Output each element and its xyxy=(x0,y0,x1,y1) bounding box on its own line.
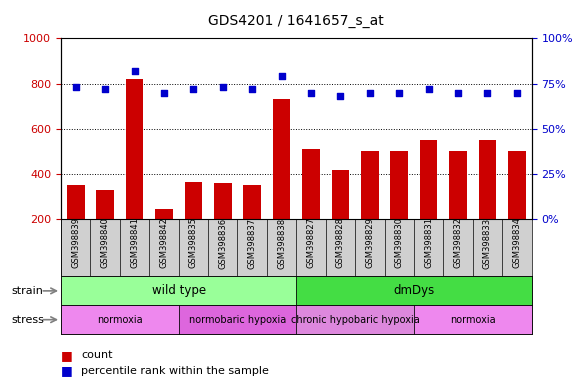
Bar xyxy=(296,276,532,305)
Bar xyxy=(361,151,379,219)
Point xyxy=(277,73,286,79)
Point xyxy=(71,84,80,90)
Bar xyxy=(155,209,173,219)
Text: chronic hypobaric hypoxia: chronic hypobaric hypoxia xyxy=(290,314,419,325)
Bar xyxy=(61,276,296,305)
Bar xyxy=(479,140,496,219)
Text: dmDys: dmDys xyxy=(393,285,435,297)
Point xyxy=(453,89,462,96)
Point xyxy=(306,89,315,96)
Point xyxy=(365,89,375,96)
Point xyxy=(394,89,404,96)
Bar xyxy=(332,170,349,219)
Bar xyxy=(414,305,532,334)
Bar xyxy=(61,305,179,334)
Text: ■: ■ xyxy=(61,364,73,377)
Text: strain: strain xyxy=(12,286,44,296)
Bar xyxy=(296,305,414,334)
Bar xyxy=(420,140,437,219)
Text: ■: ■ xyxy=(61,349,73,362)
Text: GDS4201 / 1641657_s_at: GDS4201 / 1641657_s_at xyxy=(209,14,384,28)
Text: wild type: wild type xyxy=(152,285,206,297)
Point xyxy=(189,86,198,92)
Text: stress: stress xyxy=(12,314,45,325)
Bar xyxy=(214,183,232,219)
Bar xyxy=(302,149,320,219)
Text: percentile rank within the sample: percentile rank within the sample xyxy=(81,366,269,376)
Bar xyxy=(449,151,467,219)
Text: normobaric hypoxia: normobaric hypoxia xyxy=(189,314,286,325)
Point xyxy=(512,89,522,96)
Point xyxy=(130,68,139,74)
Text: normoxia: normoxia xyxy=(450,314,496,325)
Text: normoxia: normoxia xyxy=(97,314,143,325)
Point xyxy=(483,89,492,96)
Text: count: count xyxy=(81,350,113,360)
Bar xyxy=(243,185,261,219)
Bar xyxy=(390,151,408,219)
Bar xyxy=(185,182,202,219)
Bar xyxy=(125,79,144,219)
Bar xyxy=(508,151,526,219)
Bar xyxy=(179,305,296,334)
Point xyxy=(336,93,345,99)
Bar xyxy=(96,190,114,219)
Bar xyxy=(67,185,85,219)
Point xyxy=(424,86,433,92)
Bar xyxy=(273,99,290,219)
Point xyxy=(248,86,257,92)
Point xyxy=(218,84,227,90)
Point xyxy=(101,86,110,92)
Point xyxy=(159,89,168,96)
